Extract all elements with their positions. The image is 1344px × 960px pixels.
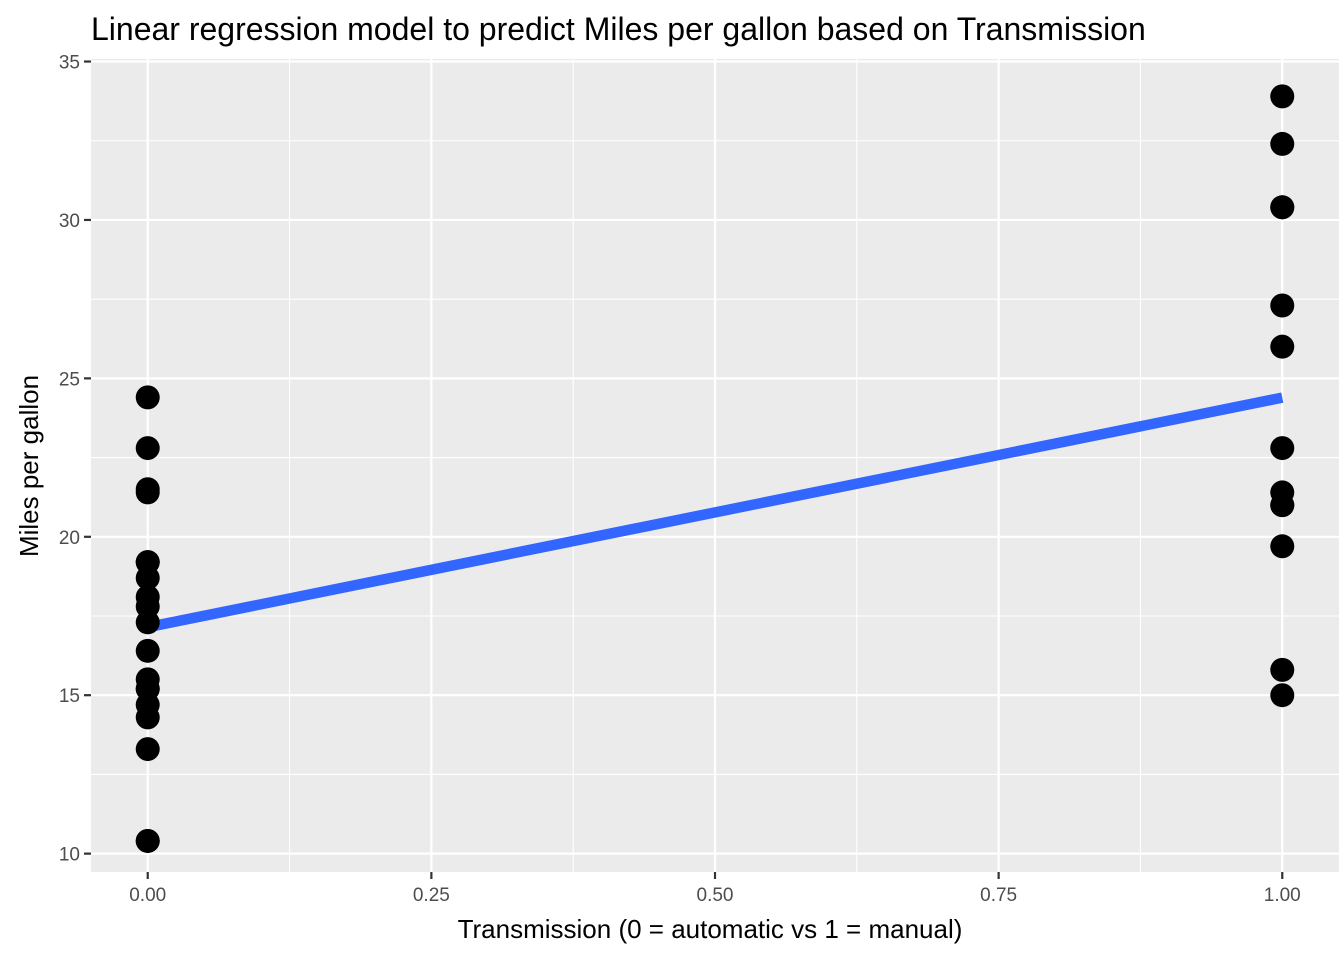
y-tick-label: 20 [59,528,80,549]
x-axis-title: Transmission (0 = automatic vs 1 = manua… [458,914,963,944]
data-point [135,436,160,461]
data-point [1270,534,1295,559]
data-point [135,676,160,701]
data-point [135,737,160,762]
y-tick-label: 10 [59,845,80,866]
data-point [135,638,160,663]
x-axis: 0.00 0.25 0.50 0.75 1.00 [129,872,1301,906]
grid-major [91,59,1339,872]
x-tick-label: 0.00 [129,885,166,906]
x-tick-label: 0.50 [697,885,734,906]
data-point [1270,480,1295,505]
y-tick-label: 30 [59,211,80,232]
y-axis: 10 15 20 25 30 35 [59,53,91,866]
data-point [1270,683,1295,708]
regression-line-group [146,392,1284,633]
data-point [1270,84,1295,109]
y-tick-label: 25 [59,369,80,390]
x-tick-label: 1.00 [1264,885,1301,906]
data-point [1270,436,1295,461]
data-point [135,477,160,502]
data-point [135,550,160,575]
x-tick-label: 0.25 [413,885,450,906]
y-tick-label: 15 [59,686,80,707]
data-point [1270,657,1295,682]
data-point [1270,334,1295,359]
data-point [135,385,160,410]
data-point [1270,293,1295,318]
points-group [135,84,1295,853]
data-point [1270,195,1295,220]
regression-line [146,392,1284,633]
x-tick-label: 0.75 [980,885,1017,906]
y-axis-title: Miles per gallon [14,375,44,557]
data-point [135,828,160,853]
chart-title: Linear regression model to predict Miles… [91,11,1146,47]
data-point [135,610,160,635]
y-tick-label: 35 [59,53,80,74]
data-point [1270,131,1295,156]
